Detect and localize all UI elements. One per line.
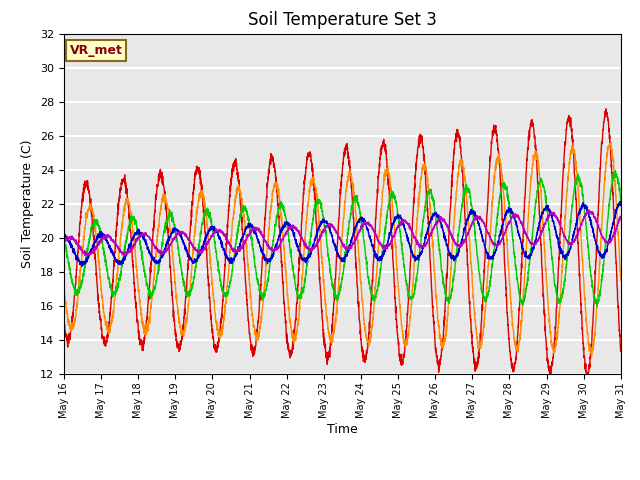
Tsoil -4cm: [157, 207, 164, 213]
Tsoil -32cm: [60, 238, 68, 244]
Tsoil -16cm: [124, 249, 132, 255]
Tsoil -32cm: [585, 207, 593, 213]
Tsoil -2cm: [298, 220, 305, 226]
Tsoil -4cm: [274, 184, 282, 190]
Tsoil -32cm: [274, 244, 282, 250]
Tsoil -8cm: [124, 230, 131, 236]
Line: Tsoil -2cm: Tsoil -2cm: [64, 109, 621, 376]
Tsoil -16cm: [298, 257, 306, 263]
Tsoil -8cm: [617, 196, 625, 202]
Line: Tsoil -8cm: Tsoil -8cm: [64, 170, 621, 307]
Tsoil -16cm: [157, 255, 164, 261]
Tsoil -32cm: [617, 214, 625, 220]
Tsoil -8cm: [612, 168, 620, 173]
Tsoil -4cm: [606, 141, 614, 147]
Tsoil -8cm: [274, 211, 282, 216]
Tsoil -16cm: [60, 232, 68, 238]
Tsoil -2cm: [546, 371, 554, 376]
Tsoil -8cm: [606, 196, 614, 202]
Tsoil -2cm: [60, 318, 68, 324]
Tsoil -4cm: [60, 281, 68, 287]
Y-axis label: Soil Temperature (C): Soil Temperature (C): [22, 140, 35, 268]
Tsoil -2cm: [274, 196, 282, 202]
Tsoil -32cm: [124, 251, 132, 256]
Tsoil -16cm: [274, 238, 282, 244]
Tsoil -2cm: [602, 106, 610, 112]
Tsoil -16cm: [616, 199, 624, 204]
Tsoil -16cm: [606, 234, 614, 240]
Text: VR_met: VR_met: [70, 44, 122, 57]
Tsoil -2cm: [157, 171, 164, 177]
X-axis label: Time: Time: [327, 423, 358, 436]
Tsoil -8cm: [298, 291, 305, 297]
Tsoil -32cm: [298, 236, 306, 242]
Tsoil -16cm: [78, 264, 86, 269]
Tsoil -32cm: [606, 239, 614, 245]
Tsoil -8cm: [593, 304, 601, 310]
Tsoil -2cm: [546, 373, 554, 379]
Line: Tsoil -16cm: Tsoil -16cm: [64, 202, 621, 266]
Tsoil -16cm: [617, 200, 625, 206]
Tsoil -32cm: [84, 253, 92, 259]
Tsoil -32cm: [546, 211, 554, 216]
Tsoil -8cm: [157, 250, 164, 255]
Tsoil -2cm: [606, 139, 614, 144]
Tsoil -8cm: [60, 232, 68, 238]
Tsoil -32cm: [157, 248, 164, 254]
Tsoil -16cm: [546, 209, 554, 215]
Legend: Tsoil -2cm, Tsoil -4cm, Tsoil -8cm, Tsoil -16cm, Tsoil -32cm: Tsoil -2cm, Tsoil -4cm, Tsoil -8cm, Tsoi…: [97, 475, 588, 480]
Tsoil -8cm: [546, 237, 554, 242]
Tsoil -2cm: [124, 196, 131, 202]
Tsoil -4cm: [607, 139, 614, 145]
Tsoil -4cm: [546, 324, 554, 329]
Tsoil -4cm: [298, 281, 305, 287]
Title: Soil Temperature Set 3: Soil Temperature Set 3: [248, 11, 437, 29]
Tsoil -4cm: [124, 199, 131, 204]
Tsoil -2cm: [617, 348, 625, 354]
Line: Tsoil -32cm: Tsoil -32cm: [64, 210, 621, 256]
Tsoil -4cm: [617, 277, 625, 283]
Line: Tsoil -4cm: Tsoil -4cm: [64, 142, 621, 357]
Tsoil -4cm: [588, 354, 595, 360]
